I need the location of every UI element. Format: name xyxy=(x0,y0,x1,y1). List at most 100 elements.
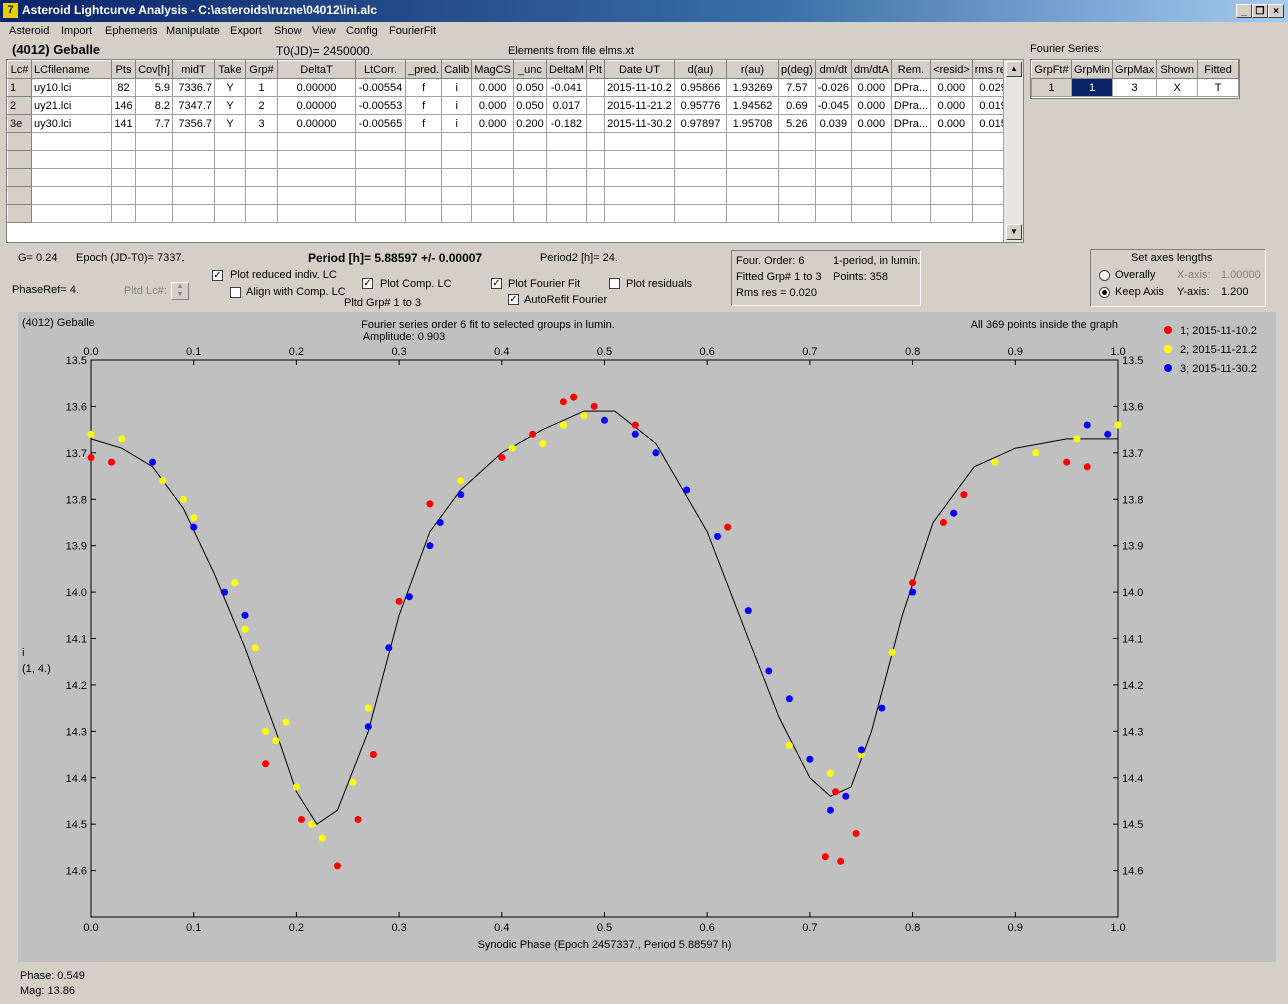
lc-cell[interactable] xyxy=(404,204,443,223)
lc-col-header[interactable]: d(au) xyxy=(673,60,727,79)
lc-cell[interactable] xyxy=(172,186,215,205)
lc-table-row[interactable]: 3e uy30.lci 141 7.7 7356.7 Y 3 0.00000 -0.00565 f… xyxy=(7,114,1015,133)
yaxis-value[interactable]: 1.200 xyxy=(1221,286,1249,298)
lc-table-row[interactable]: 1 uy10.lci 82 5.9 7336.7 Y 1 0.00000 -0.00554 f i 0… xyxy=(7,78,1015,97)
lc-cell[interactable]: 5.9 xyxy=(135,78,173,97)
lc-cell[interactable]: 82 xyxy=(111,78,136,97)
lc-cell[interactable] xyxy=(777,150,816,169)
lc-cell[interactable] xyxy=(673,150,727,169)
lc-cell[interactable] xyxy=(245,186,278,205)
lc-cell[interactable]: 0.039 xyxy=(814,114,852,133)
lc-empty-row[interactable] xyxy=(7,204,1015,223)
plot-residuals-checkbox[interactable] xyxy=(609,278,620,289)
lc-cell[interactable] xyxy=(725,132,779,151)
lc-cell[interactable] xyxy=(404,186,443,205)
lc-col-header[interactable]: Date UT xyxy=(603,60,675,79)
lc-cell[interactable]: 0.050 xyxy=(512,78,547,97)
lc-cell[interactable] xyxy=(814,150,852,169)
lc-cell[interactable]: f xyxy=(404,114,443,133)
lc-cell[interactable] xyxy=(890,150,932,169)
lc-col-header[interactable]: LCfilename xyxy=(31,60,112,79)
lc-cell[interactable] xyxy=(890,204,932,223)
lc-cell[interactable] xyxy=(31,186,112,205)
lc-cell[interactable]: -0.00565 xyxy=(355,114,406,133)
lc-cell[interactable] xyxy=(471,132,514,151)
scroll-down-icon[interactable]: ▼ xyxy=(1006,224,1022,240)
lc-cell[interactable]: -0.041 xyxy=(545,78,587,97)
lc-cell[interactable] xyxy=(814,132,852,151)
menu-manipulate[interactable]: Manipulate xyxy=(166,25,220,37)
lc-cell[interactable]: 1 xyxy=(245,78,278,97)
lc-cell[interactable] xyxy=(111,150,136,169)
overally-radio[interactable] xyxy=(1099,270,1110,281)
lc-cell[interactable] xyxy=(850,132,892,151)
lc-cell[interactable] xyxy=(245,150,278,169)
lc-cell[interactable] xyxy=(31,150,112,169)
menu-view[interactable]: View xyxy=(312,25,336,37)
lc-col-header[interactable]: Plt xyxy=(585,60,605,79)
lc-cell[interactable] xyxy=(172,204,215,223)
lc-cell[interactable] xyxy=(545,204,587,223)
menu-fourierfit[interactable]: FourierFit xyxy=(389,25,437,37)
lc-col-header[interactable]: Pts xyxy=(111,60,136,79)
lc-row-header[interactable]: 3e xyxy=(7,114,32,133)
lc-cell[interactable]: -0.045 xyxy=(814,96,852,115)
lc-col-header[interactable]: Grp# xyxy=(245,60,278,79)
lc-cell[interactable]: i xyxy=(441,114,473,133)
lc-col-header[interactable]: Calib xyxy=(441,60,473,79)
lc-cell[interactable] xyxy=(245,132,278,151)
lc-cell[interactable]: 1.95708 xyxy=(725,114,779,133)
lc-cell[interactable]: f xyxy=(404,78,443,97)
minimize-icon[interactable]: _ xyxy=(1236,4,1252,18)
lc-cell[interactable] xyxy=(135,132,173,151)
lc-table-scrollbar[interactable]: ▲ ▼ xyxy=(1003,60,1023,242)
lc-cell[interactable] xyxy=(814,186,852,205)
lc-cell[interactable] xyxy=(603,204,675,223)
lc-cell[interactable]: Y xyxy=(214,96,246,115)
lc-cell[interactable]: 0.017 xyxy=(545,96,587,115)
lc-cell[interactable] xyxy=(31,132,112,151)
autorefit-checkbox[interactable]: ✓ xyxy=(508,294,519,305)
lc-cell[interactable] xyxy=(441,132,473,151)
lc-cell[interactable]: 7336.7 xyxy=(172,78,215,97)
lc-col-header[interactable]: DeltaT xyxy=(277,60,356,79)
lc-cell[interactable] xyxy=(673,186,727,205)
lc-cell[interactable] xyxy=(512,150,547,169)
lc-cell[interactable] xyxy=(135,168,173,187)
lc-cell[interactable] xyxy=(471,168,514,187)
lc-cell[interactable]: 0.050 xyxy=(512,96,547,115)
lc-empty-row[interactable] xyxy=(7,168,1015,187)
align-comp-checkbox[interactable] xyxy=(230,287,241,298)
lc-cell[interactable]: 0.69 xyxy=(777,96,816,115)
lc-row-header[interactable] xyxy=(7,204,32,223)
lc-col-header[interactable]: Cov[h] xyxy=(135,60,173,79)
lc-col-header[interactable]: Lc# xyxy=(7,60,32,79)
lc-cell[interactable] xyxy=(673,132,727,151)
lc-cell[interactable] xyxy=(814,168,852,187)
lc-cell[interactable] xyxy=(603,132,675,151)
lc-cell[interactable]: 0.95776 xyxy=(673,96,727,115)
lc-col-header[interactable]: _unc xyxy=(512,60,547,79)
lc-cell[interactable] xyxy=(214,168,246,187)
lc-cell[interactable] xyxy=(135,150,173,169)
lc-cell[interactable]: 0.00000 xyxy=(277,96,356,115)
lc-cell[interactable] xyxy=(930,204,973,223)
lc-cell[interactable] xyxy=(585,186,605,205)
lc-cell[interactable] xyxy=(814,204,852,223)
lc-cell[interactable] xyxy=(930,132,973,151)
lc-cell[interactable] xyxy=(355,132,406,151)
lc-cell[interactable]: 7356.7 xyxy=(172,114,215,133)
lc-cell[interactable]: -0.026 xyxy=(814,78,852,97)
lc-col-header[interactable]: DeltaM xyxy=(545,60,587,79)
lc-cell[interactable] xyxy=(111,132,136,151)
lc-cell[interactable] xyxy=(111,186,136,205)
fourier-cell-fitted[interactable]: T xyxy=(1197,78,1239,97)
lc-cell[interactable] xyxy=(512,186,547,205)
lc-cell[interactable]: -0.00554 xyxy=(355,78,406,97)
lc-cell[interactable] xyxy=(214,150,246,169)
lc-cell[interactable]: uy30.lci xyxy=(31,114,112,133)
lc-cell[interactable] xyxy=(890,186,932,205)
lc-cell[interactable] xyxy=(277,186,356,205)
lc-cell[interactable]: DPra... xyxy=(890,78,932,97)
restore-icon[interactable]: ❐ xyxy=(1252,4,1268,18)
